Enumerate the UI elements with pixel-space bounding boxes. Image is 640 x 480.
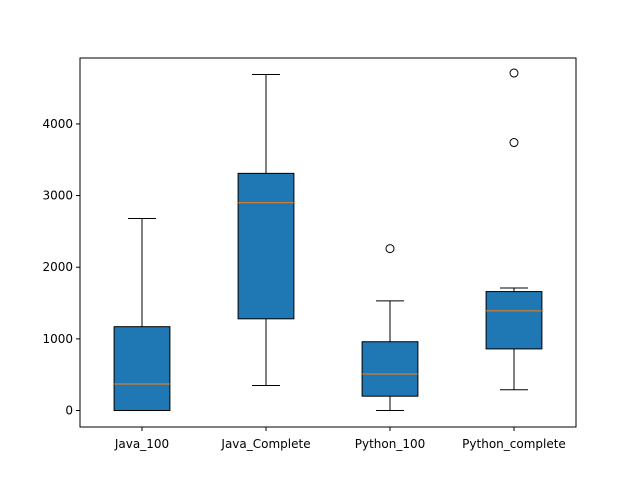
y-tick-label-2000: 2000	[42, 260, 73, 274]
x-axis: Java_100 Java_Complete Python_100 Python_co…	[114, 427, 566, 451]
y-tick-label-0: 0	[65, 404, 73, 418]
box-body-Java_Complete	[237, 172, 295, 320]
outlier-Python_100-0	[385, 244, 395, 254]
box-Python_100	[361, 244, 419, 412]
box-Python_complete	[485, 68, 543, 391]
box-Java_100	[113, 217, 171, 412]
y-axis: 0 1000 2000 3000 4000	[42, 117, 80, 418]
plot-area	[113, 68, 543, 412]
axes-frame	[79, 57, 577, 428]
box-body-Python_complete	[485, 291, 543, 350]
box-body-Java_100	[113, 326, 171, 412]
y-tick-label-1000: 1000	[42, 332, 73, 346]
y-tick-label-4000: 4000	[42, 117, 73, 131]
y-tick-label-3000: 3000	[42, 189, 73, 203]
outlier-Python_complete-1	[509, 68, 519, 78]
box-Java_Complete	[237, 73, 295, 386]
box-body-Python_100	[361, 341, 419, 397]
x-tick-label-Python_complete: Python_complete	[462, 437, 566, 451]
outlier-Python_complete-0	[509, 138, 519, 148]
x-tick-label-Java_100: Java_100	[114, 437, 169, 451]
x-tick-label-Python_100: Python_100	[355, 437, 426, 451]
x-tick-label-Java_Complete: Java_Complete	[220, 437, 310, 451]
